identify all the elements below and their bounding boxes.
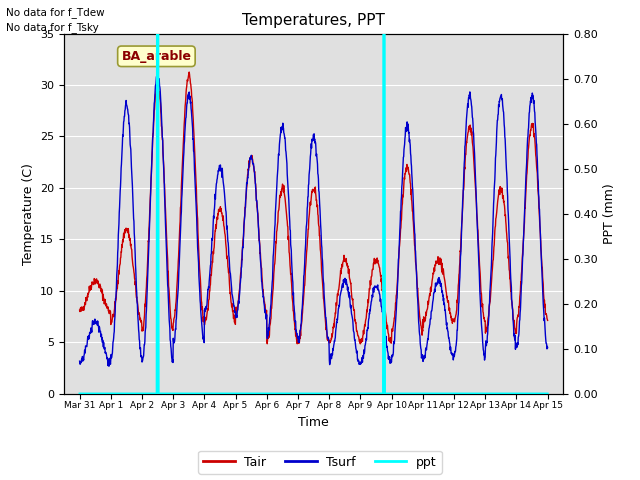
ppt — [292, 391, 300, 396]
Tair — [112, 297, 120, 303]
Tsurf — [105, 363, 113, 369]
Tsurf — [275, 153, 283, 158]
Tair — [186, 69, 193, 75]
ppt — [76, 391, 83, 396]
X-axis label: Time: Time — [298, 416, 329, 429]
Tair — [342, 256, 350, 262]
Tsurf — [342, 279, 350, 285]
Title: Temperatures, PPT: Temperatures, PPT — [242, 13, 385, 28]
Tair — [356, 341, 364, 347]
Text: No data for f_Tsky: No data for f_Tsky — [6, 22, 99, 33]
Text: BA_arable: BA_arable — [122, 50, 191, 63]
Tair — [275, 208, 282, 214]
Legend: Tair, Tsurf, ppt: Tair, Tsurf, ppt — [198, 451, 442, 474]
Text: No data for f_Tdew: No data for f_Tdew — [6, 7, 105, 18]
Tair — [292, 337, 300, 343]
Tsurf — [131, 251, 139, 257]
ppt — [284, 391, 292, 396]
ppt — [544, 391, 552, 396]
Line: Tsurf: Tsurf — [79, 73, 548, 366]
Tsurf — [293, 331, 301, 336]
ppt — [112, 391, 120, 396]
Y-axis label: Temperature (C): Temperature (C) — [22, 163, 35, 264]
Tsurf — [154, 70, 161, 76]
Tair — [131, 276, 139, 281]
Tsurf — [76, 358, 83, 364]
Line: Tair: Tair — [79, 72, 548, 344]
Line: ppt: ppt — [79, 34, 548, 394]
ppt — [131, 391, 139, 396]
ppt — [342, 391, 350, 396]
Tair — [284, 237, 292, 242]
Tsurf — [285, 192, 292, 197]
Tair — [76, 307, 83, 313]
Y-axis label: PPT (mm): PPT (mm) — [604, 183, 616, 244]
Tsurf — [544, 345, 552, 350]
Tsurf — [112, 290, 120, 296]
ppt — [275, 391, 282, 396]
Tair — [544, 317, 552, 323]
ppt — [153, 31, 161, 36]
